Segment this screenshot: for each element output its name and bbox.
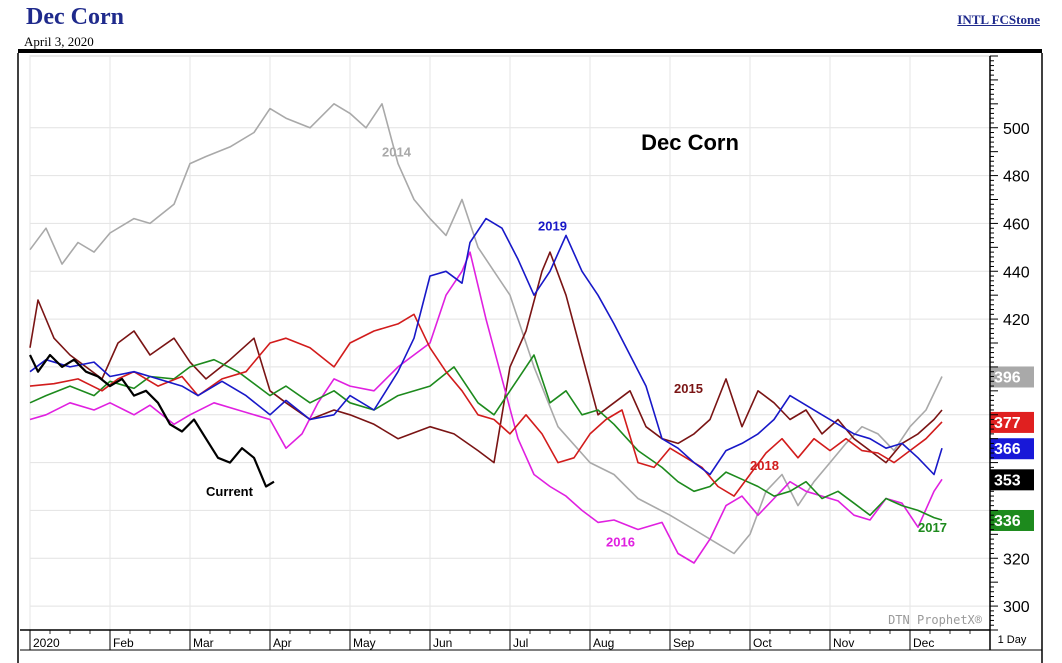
series-layer — [29, 103, 943, 564]
value-tag — [990, 469, 1034, 491]
value-tag — [990, 366, 1034, 388]
axes: 300 320 420 440 460 480 500 2020 Feb Mar Apr May Jun… — [17, 53, 1043, 663]
value-tag-label: 366 — [994, 441, 1021, 458]
x-tick-label: May — [353, 636, 376, 650]
y-tick-label: 440 — [1003, 264, 1030, 281]
series-line-2016 — [29, 251, 943, 564]
value-tag — [990, 438, 1034, 460]
brand-logo: INTL FCStone — [957, 12, 1040, 27]
series-label-2019: 2019 — [538, 219, 567, 234]
series-label-2017: 2017 — [918, 520, 947, 535]
y-tick-label: 300 — [1003, 599, 1030, 616]
series-line-2015 — [29, 251, 943, 464]
series-label-2016: 2016 — [606, 534, 635, 549]
chart-grid — [29, 55, 991, 631]
chart-header-date: April 3, 2020 — [24, 34, 94, 49]
value-tag — [990, 411, 1034, 433]
value-tag-label: 377 — [994, 415, 1021, 432]
x-tick-label: Sep — [673, 636, 695, 650]
value-tag-label: 396 — [994, 369, 1021, 386]
series-line-2019 — [29, 217, 943, 476]
series-label-2015: 2015 — [674, 381, 703, 396]
period-label: 1 Day — [998, 634, 1027, 646]
y-tick-label: 320 — [1003, 551, 1030, 568]
chart-header-title: Dec Corn — [26, 4, 124, 30]
x-tick-label: Apr — [273, 636, 292, 650]
series-label-2014: 2014 — [382, 144, 412, 159]
y-tick-label: 460 — [1003, 216, 1030, 233]
header-divider — [18, 49, 1042, 53]
x-tick-label: Aug — [593, 636, 614, 650]
value-tag-label: 353 — [994, 472, 1021, 489]
y-tick-label: 420 — [1003, 312, 1030, 329]
x-tick-label: Feb — [113, 636, 134, 650]
watermark: DTN ProphetX® — [888, 613, 983, 627]
value-tag — [990, 509, 1034, 531]
x-tick-label: Jul — [513, 636, 528, 650]
series-labels: 2014 2019 2015 2018 2016 2017 Current 396 377 366… — [206, 144, 1034, 549]
series-label-current: Current — [206, 484, 254, 499]
x-tick-label: Mar — [193, 636, 214, 650]
x-tick-label: Jun — [433, 636, 452, 650]
value-tag-label: 336 — [994, 513, 1021, 530]
x-tick-label: Dec — [913, 636, 934, 650]
series-line-2018 — [29, 313, 943, 497]
y-tick-label: 500 — [1003, 121, 1030, 138]
y-tick-label: 480 — [1003, 169, 1030, 186]
series-label-2018: 2018 — [750, 458, 779, 473]
series-line-2014 — [29, 103, 943, 555]
x-tick-label: 2020 — [33, 636, 60, 650]
x-tick-label: Nov — [833, 636, 854, 650]
chart-title: Dec Corn — [641, 130, 739, 155]
x-tick-label: Oct — [753, 636, 772, 650]
series-line-current — [29, 353, 275, 488]
series-line-2017 — [29, 354, 943, 521]
